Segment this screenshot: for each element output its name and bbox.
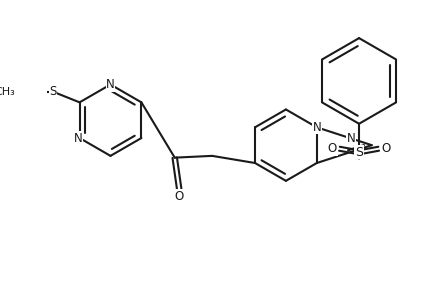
Text: O: O [174,190,184,202]
Text: N: N [73,132,82,144]
Text: S: S [49,85,56,98]
Text: N: N [312,121,321,134]
Text: O: O [328,142,337,155]
Text: CH₃: CH₃ [0,87,15,97]
Text: S: S [355,146,363,159]
Text: N: N [106,78,115,91]
Text: O: O [381,142,391,155]
Text: N: N [346,132,355,145]
